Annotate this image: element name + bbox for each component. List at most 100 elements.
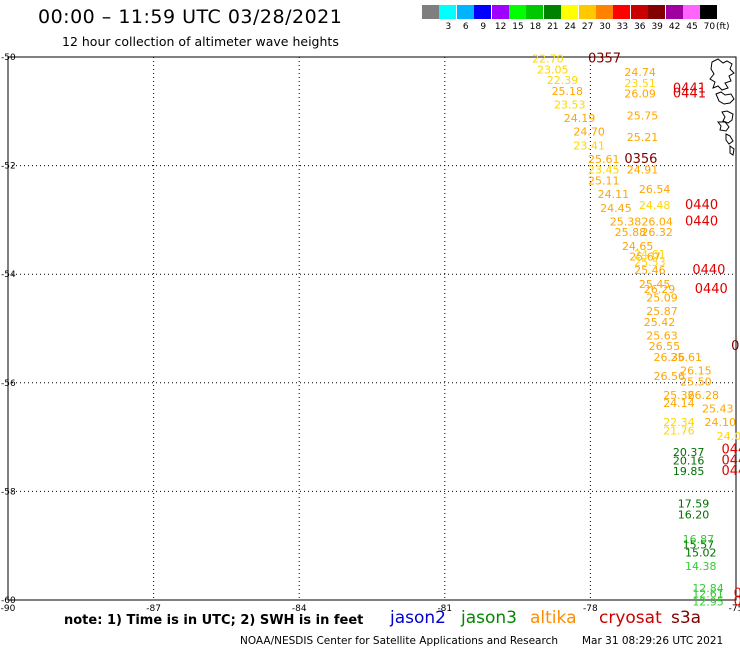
wave-height-value: 24.74	[624, 66, 656, 79]
wave-height-value: 25.87	[646, 305, 678, 318]
colorbar-label: 24	[564, 22, 576, 32]
colorbar-label: 15	[512, 22, 524, 32]
pass-time-label: 0440	[692, 263, 725, 278]
wave-height-value: 26.56	[653, 370, 685, 383]
coastline-segment	[721, 110, 734, 124]
wave-height-value: 25.36	[663, 389, 695, 402]
wave-height-value: 24.01	[717, 430, 740, 443]
wave-height-value: 19.85	[673, 465, 705, 478]
pass-time-label: 0442	[721, 464, 740, 479]
wave-height-value: 24.65	[622, 240, 654, 253]
wave-height-value: 12.95	[692, 595, 724, 608]
wave-height-value: 26.04	[641, 215, 673, 228]
lat-tick-label: -54	[1, 270, 16, 280]
coastline-segment	[709, 58, 735, 91]
wave-height-value: 26.28	[687, 389, 719, 402]
colorbar-label: 6	[462, 22, 469, 32]
mission-legend-item: jason3	[461, 608, 517, 628]
wave-height-value: 21.76	[663, 424, 695, 437]
units-note: note: 1) Time is in UTC; 2) SWH is in fe…	[64, 613, 364, 628]
colorbar-swatch	[665, 5, 683, 19]
coastline-segment	[725, 133, 734, 145]
wave-height-value: 25.43	[702, 403, 734, 416]
pass-time-label: 0355	[731, 339, 740, 354]
colorbar-swatch	[474, 5, 492, 19]
colorbar-swatch	[596, 5, 613, 19]
colorbar-swatch	[509, 5, 526, 19]
colorbar-label: 12	[494, 22, 507, 32]
wave-height-value: 25.09	[646, 291, 678, 304]
mission-legend-item: cryosat	[599, 608, 662, 628]
wave-height-value: 23.53	[554, 99, 586, 112]
credit-line: NOAA/NESDIS Center for Satellite Applica…	[240, 635, 558, 647]
wave-height-value: 15.02	[685, 547, 717, 560]
colorbar-swatch	[613, 5, 631, 19]
colorbar-swatch	[543, 5, 561, 19]
wave-height-value: 25.75	[627, 109, 659, 122]
colorbar-label: 70	[703, 22, 716, 32]
colorbar-label: 39	[651, 22, 663, 32]
wave-height-value: 16.87	[683, 533, 715, 546]
wave-height-value: 24.10	[704, 416, 736, 429]
wave-height-value: 26.36	[653, 351, 685, 364]
lon-tick-label: -81	[437, 604, 452, 614]
coastline-segment	[717, 121, 730, 132]
generated-timestamp: Mar 31 08:29:26 UTC 2021	[582, 635, 724, 647]
lon-tick-label: -90	[1, 604, 16, 614]
wave-height-value: 17.59	[678, 498, 710, 511]
lon-tick-label: -87	[146, 604, 161, 614]
wave-height-value: 22.34	[663, 416, 695, 429]
colorbar-label: 42	[668, 22, 681, 32]
coastline-segment	[729, 145, 735, 156]
wave-height-value: 24.11	[598, 188, 630, 201]
wave-height-value: 26.09	[624, 88, 656, 101]
wave-height-value: 20.37	[673, 446, 705, 459]
pass-time-label: 0442	[721, 442, 740, 457]
wave-height-value: 26.15	[680, 365, 712, 378]
wave-height-value: 15.57	[683, 538, 715, 551]
pass-time-label: 0	[734, 586, 740, 601]
wave-height-value: 16.20	[678, 509, 710, 522]
colorbar-swatch	[422, 5, 439, 19]
wave-height-value: 25.53	[634, 256, 666, 269]
colorbar-label: 30	[599, 22, 611, 32]
mission-legend-item: jason2	[390, 608, 446, 628]
mission-legend-item: s3a	[671, 608, 702, 628]
pass-time-label: 0442	[721, 453, 740, 468]
pass-time-label: 0440	[685, 198, 718, 213]
wave-height-value: 25.63	[646, 329, 678, 342]
wave-height-value: 25.42	[644, 316, 676, 329]
wave-height-value: 12.61	[692, 587, 724, 600]
lon-tick-label: -84	[292, 604, 307, 614]
colorbar-swatch	[456, 5, 474, 19]
colorbar-label: 36	[634, 22, 646, 32]
wave-height-value: 25.46	[634, 264, 666, 277]
wave-height-value: 25.61	[588, 153, 620, 166]
lat-tick-label: -56	[1, 379, 16, 389]
page-subtitle: 12 hour collection of altimeter wave hei…	[62, 34, 339, 49]
wave-height-value: 26.54	[639, 183, 671, 196]
colorbar-swatch	[700, 5, 718, 19]
wave-height-value: 23.05	[537, 63, 569, 76]
wave-height-value: 14.38	[685, 560, 717, 573]
colorbar-swatch	[561, 5, 579, 19]
wave-observations: 22.70 0357 23.05 24.74 22.39 23.51 0441 25.18 26…	[532, 51, 740, 609]
colorbar-label: 27	[581, 22, 594, 32]
lat-tick-label: -50	[1, 53, 16, 63]
wave-height-value: 25.61	[670, 351, 702, 364]
pass-time-label: 0440	[685, 214, 718, 229]
colorbar-swatch	[491, 5, 509, 19]
colorbar-swatch	[578, 5, 596, 19]
pass-time-label: 0441	[673, 81, 706, 96]
wave-height-value: 25.21	[627, 131, 659, 144]
wave-height-value: 26.55	[649, 340, 681, 353]
wave-height-value: 24.91	[627, 164, 659, 177]
colorbar-label: 45	[686, 22, 698, 32]
lat-tick-label: -58	[1, 487, 16, 497]
wave-height-value: 26.29	[644, 283, 676, 296]
colorbar-label: 3	[445, 22, 452, 32]
colorbar-swatch	[683, 5, 700, 19]
map-grid	[7, 56, 737, 601]
colorbar-unit: (ft)	[716, 22, 730, 32]
wave-height-value: 25.67	[629, 251, 661, 264]
